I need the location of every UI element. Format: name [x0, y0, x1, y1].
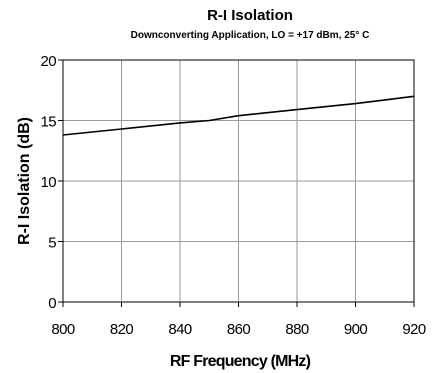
- grid: [63, 60, 414, 302]
- y-tick-label: 0: [48, 295, 56, 312]
- series: [62, 95, 415, 136]
- y-tick-label: 10: [41, 174, 57, 191]
- x-tick-label: 900: [344, 321, 367, 338]
- y-tick-label: 20: [41, 53, 57, 70]
- axis-ticks: 800 820 840 860 880 900 920 0 5 10 15 20: [41, 53, 427, 338]
- chart-subtitle: Downconverting Application, LO = +17 dBm…: [131, 30, 370, 41]
- x-axis-label: RF Frequency (MHz): [170, 353, 311, 370]
- x-tick-label: 800: [51, 321, 74, 338]
- x-tick-label: 820: [110, 321, 133, 338]
- series-line-0: [62, 95, 415, 136]
- y-axis-label: R-I Isolation (dB): [16, 117, 33, 245]
- x-tick-label: 920: [402, 321, 425, 338]
- x-tick-label: 880: [285, 321, 308, 338]
- x-tick-label: 840: [168, 321, 191, 338]
- y-tick-label: 15: [41, 114, 57, 131]
- y-tick-label: 5: [48, 235, 56, 252]
- chart-title: R-I Isolation: [207, 7, 293, 24]
- x-tick-label: 860: [227, 321, 250, 338]
